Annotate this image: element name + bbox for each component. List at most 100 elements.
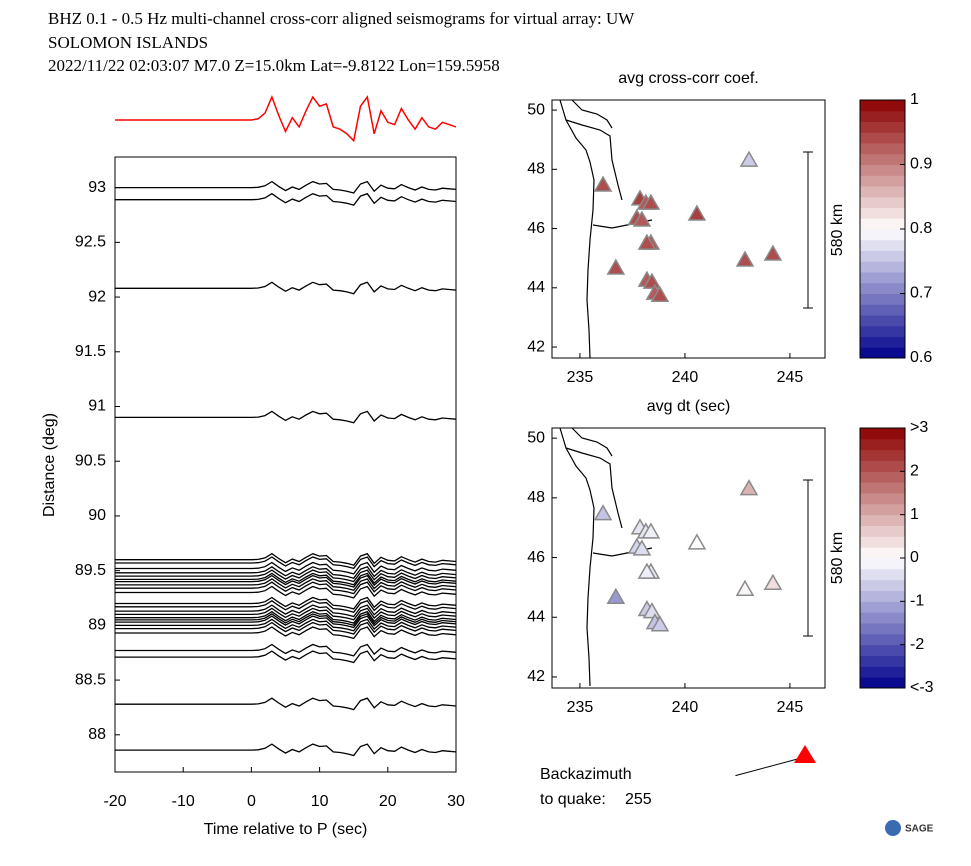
colorbar-tick-label: 2 [910, 463, 919, 480]
seismogram [115, 281, 457, 295]
colorbar-band [860, 644, 905, 656]
colorbar-tick-label: 0.8 [910, 220, 932, 237]
header-region: SOLOMON ISLANDS [48, 33, 208, 52]
colorbar-band [860, 196, 905, 208]
x-tick-label: 20 [379, 793, 397, 810]
seismogram [115, 743, 457, 757]
colorbar-band [860, 536, 905, 548]
colorbar-band [860, 579, 905, 591]
y-tick-label: 50 [527, 429, 545, 446]
backazimuth-label: Backazimuth [540, 766, 632, 783]
y-tick-label: 88.5 [75, 671, 106, 688]
colorbar-band [860, 601, 905, 613]
colorbar-band [860, 250, 905, 262]
colorbar-band [860, 612, 905, 624]
y-tick-label: 42 [527, 338, 545, 355]
station-marker [606, 258, 626, 275]
colorbar-band [860, 164, 905, 176]
header-event: 2022/11/22 02:03:07 M7.0 Z=15.0km Lat=-9… [48, 56, 500, 75]
x-axis-label: Time relative to P (sec) [204, 821, 368, 838]
colorbar-band [860, 347, 905, 359]
map-frame [551, 99, 826, 359]
map-title: avg dt (sec) [647, 398, 731, 415]
colorbar-band [860, 471, 905, 483]
colorbar-band [860, 186, 905, 198]
colorbar-tick-label: 1 [910, 91, 919, 108]
seismogram [115, 585, 457, 599]
station-marker [642, 272, 662, 289]
colorbar-band [860, 590, 905, 602]
colorbar-band [860, 175, 905, 187]
colorbar-band [860, 428, 905, 440]
seismogram [115, 607, 457, 621]
y-tick-label: 50 [527, 101, 545, 118]
station-marker [637, 562, 657, 579]
station-marker [739, 150, 759, 167]
seismogram [115, 596, 457, 610]
seismogram [115, 556, 457, 570]
y-tick-label: 88 [88, 726, 106, 743]
colorbar-band [860, 677, 905, 689]
y-tick-label: 44 [527, 279, 545, 296]
map-frame [551, 427, 826, 689]
station-marker [632, 210, 652, 227]
y-tick-label: 91.5 [75, 343, 106, 360]
plot-frame [114, 156, 457, 773]
x-tick-label: 245 [777, 369, 804, 386]
stack-trace [115, 94, 457, 143]
backazimuth-value: 255 [625, 791, 652, 808]
seismogram [115, 578, 457, 592]
colorbar-band [860, 666, 905, 678]
seismogram [115, 561, 457, 575]
station-marker [763, 244, 783, 261]
colorbar-band [860, 482, 905, 494]
station-marker [641, 193, 661, 210]
station-marker [763, 573, 783, 590]
seismogram [115, 552, 457, 566]
station-marker [593, 504, 613, 521]
colorbar-tick-label: <-3 [910, 679, 934, 696]
colorbar-band [860, 153, 905, 165]
seismogram [115, 697, 457, 711]
colorbar-band [860, 143, 905, 155]
seismogram [115, 621, 457, 635]
seismogram [115, 650, 457, 664]
colorbar-tick-label: 0.9 [910, 156, 932, 173]
colorbar-band [860, 272, 905, 284]
station-marker [593, 175, 613, 192]
x-tick-label: 245 [777, 699, 804, 716]
y-tick-label: 46 [527, 549, 545, 566]
x-tick-label: 240 [672, 699, 699, 716]
map-title: avg cross-corr coef. [618, 70, 758, 87]
station-marker [687, 533, 707, 550]
coastline [559, 99, 653, 359]
station-marker [632, 539, 652, 556]
backazimuth-line [735, 756, 806, 777]
station-marker [642, 602, 662, 619]
y-tick-label: 93 [88, 179, 106, 196]
seismogram [115, 643, 457, 657]
seismogram [115, 613, 457, 627]
logo-text: SAGE [905, 824, 934, 835]
y-tick-label: 48 [527, 161, 545, 178]
y-tick-label: 92 [88, 288, 106, 305]
station-marker [739, 479, 759, 496]
colorbar-tick-label: 1 [910, 506, 919, 523]
colorbar-band [860, 493, 905, 505]
y-tick-label: 46 [527, 220, 545, 237]
seismogram [115, 572, 457, 586]
seismogram [115, 574, 457, 588]
y-tick-label: 90.5 [75, 452, 106, 469]
seismogram [115, 618, 457, 632]
colorbar-tick-label: >3 [910, 419, 928, 436]
y-tick-label: 90 [88, 507, 106, 524]
x-tick-label: 235 [567, 369, 594, 386]
seismogram [115, 615, 457, 629]
seismogram [115, 626, 457, 640]
colorbar-band [860, 633, 905, 646]
seismogram [115, 566, 457, 579]
colorbar-band [860, 525, 905, 537]
station-marker [637, 233, 657, 250]
colorbar-band [860, 315, 905, 327]
